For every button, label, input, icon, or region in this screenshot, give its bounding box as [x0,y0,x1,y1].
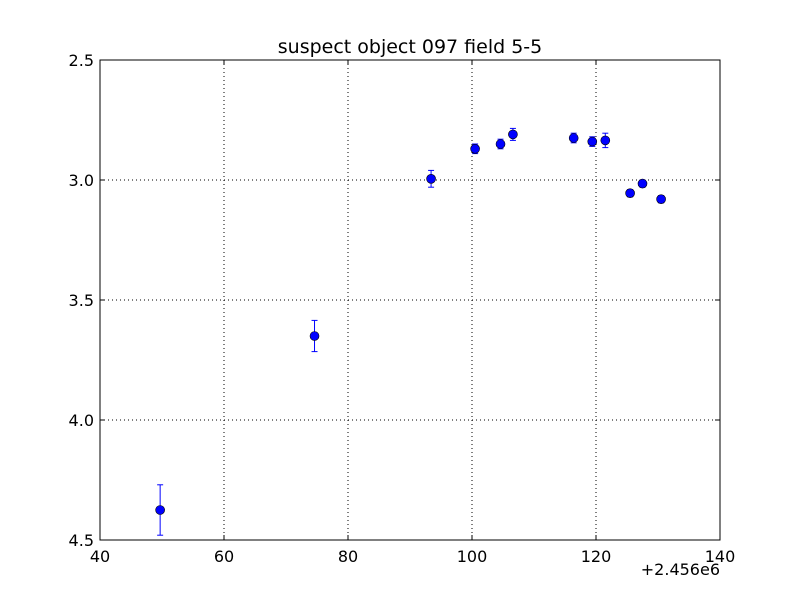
y-tick-label: 4.0 [69,411,94,430]
data-point [600,135,611,146]
y-tick-label: 3.0 [69,171,94,190]
y-tick-label: 4.5 [69,531,94,550]
y-tick-label: 3.5 [69,291,94,310]
y-tick-label: 2.5 [69,51,94,70]
x-tick-labels: 40 60 80 100 120 140 [90,547,735,566]
data-point [587,136,598,147]
data-point [470,144,480,154]
x-axis-offset-label: +2.456e6 [641,560,720,579]
data-point [309,331,320,341]
data-points [155,129,666,515]
data-point [508,129,518,140]
x-tick-label: 120 [581,547,612,566]
x-tick-label: 100 [457,547,488,566]
x-tick-label: 80 [338,547,358,566]
x-tick-label: 60 [214,547,234,566]
chart-title: suspect object 097 field 5-5 [278,36,543,58]
x-tick-label: 140 [705,547,736,566]
data-point [656,194,666,204]
x-tick-label: 40 [90,547,110,566]
data-point [568,133,579,143]
y-tick-labels: 2.5 3.0 3.5 4.0 4.5 [69,51,94,550]
axis-ticks [99,59,721,541]
data-point [625,188,635,198]
data-point [637,178,648,189]
data-point [495,139,506,149]
data-point [426,174,436,184]
data-point [155,505,165,515]
